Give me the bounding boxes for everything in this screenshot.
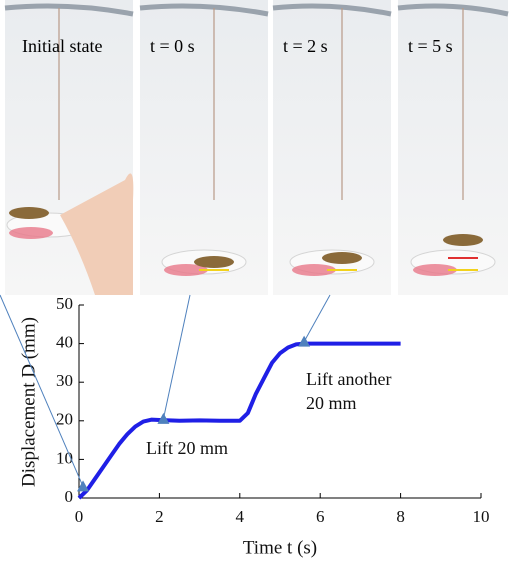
- y-tick-label: 50: [56, 294, 73, 313]
- marker: [298, 335, 311, 347]
- y-tick-label: 20: [56, 410, 73, 429]
- liquid: [9, 227, 53, 239]
- photo-panels: Initial state t = 0 s t = 2 s t = 5 s: [4, 0, 509, 295]
- coin: [443, 234, 483, 246]
- hanger: [4, 3, 134, 17]
- panel-label: t = 5 s: [408, 36, 453, 56]
- panel-label: t = 0 s: [150, 36, 195, 56]
- x-axis-label: Time t (s): [243, 537, 317, 558]
- y-axis-label: Displacement D (mm): [18, 317, 39, 487]
- x-tick-label: 0: [75, 507, 84, 526]
- x-tick-label: 2: [155, 507, 164, 526]
- panel-label: Initial state: [22, 36, 102, 56]
- data-line: [77, 341, 401, 500]
- y-tick-label: 30: [56, 371, 73, 390]
- x-tick-label: 10: [473, 507, 490, 526]
- liquid: [164, 264, 208, 276]
- y-tick-label: 0: [65, 487, 74, 506]
- coin: [9, 207, 49, 219]
- hanger: [272, 3, 392, 17]
- annotation: 20 mm: [306, 393, 357, 413]
- connector: [0, 294, 84, 487]
- x-tick-label: 8: [396, 507, 405, 526]
- liquid: [413, 264, 457, 276]
- annotation: Lift 20 mm: [146, 438, 228, 458]
- hand: [60, 173, 134, 295]
- hanger: [397, 3, 509, 17]
- photo: [273, 0, 391, 295]
- liquid: [292, 264, 336, 276]
- panel-label: t = 2 s: [283, 36, 328, 56]
- x-tick-label: 4: [236, 507, 245, 526]
- coin: [322, 252, 362, 264]
- x-tick-label: 6: [316, 507, 325, 526]
- photo: [140, 0, 268, 295]
- connector: [162, 294, 191, 419]
- photo: [398, 0, 508, 295]
- y-tick-label: 40: [56, 333, 73, 352]
- marker: [157, 412, 170, 424]
- coin: [194, 256, 234, 268]
- annotation: Lift another: [306, 369, 391, 389]
- marker: [77, 480, 90, 492]
- connector: [303, 294, 331, 342]
- hanger: [139, 3, 269, 17]
